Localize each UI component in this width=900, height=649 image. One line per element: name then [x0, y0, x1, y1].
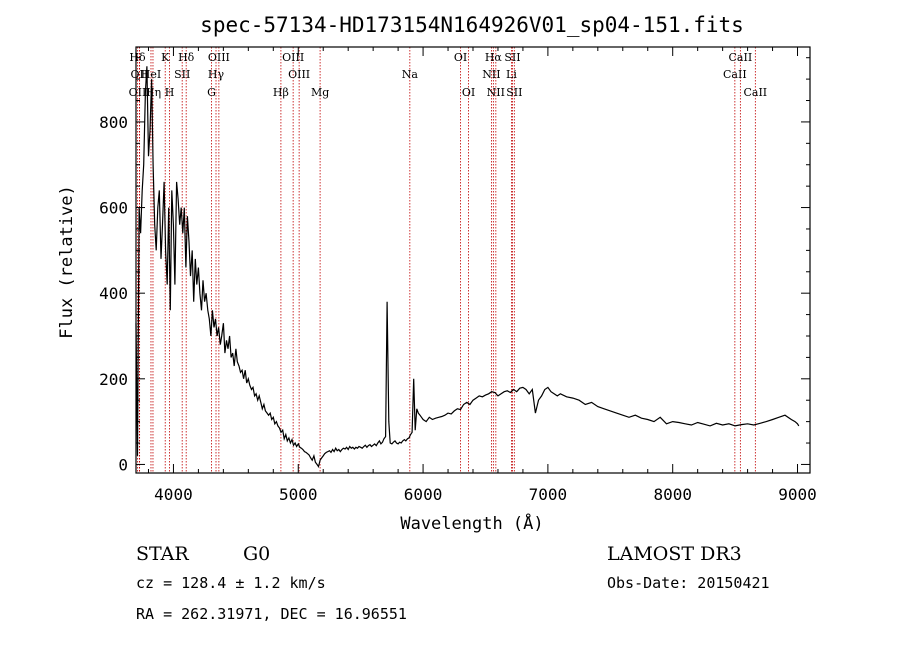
spectral-line-label: OI [462, 86, 475, 99]
survey-name: LAMOST DR3 [607, 543, 742, 565]
coordinates: RA = 262.31971, DEC = 16.96551 [136, 605, 407, 623]
x-tick-label: 9000 [778, 485, 817, 504]
spectral-line-label: Hδ [178, 51, 195, 64]
spectral-line-label: OIII [208, 51, 230, 64]
spectral-line-label: OI [454, 51, 467, 64]
x-tick-label: 6000 [404, 485, 443, 504]
spectral-line-label: Hβ [273, 86, 289, 99]
y-axis-ticks: 0 200 400 600 800 [99, 57, 810, 474]
spectral-line-label: OII [131, 68, 149, 81]
spectral-line-label: Hα [485, 51, 503, 64]
spectral-line-label: Hη [145, 86, 161, 99]
spectral-line-label: CaII [723, 68, 747, 81]
spectral-line-markers [137, 47, 756, 473]
spectral-line-label: OIII [282, 51, 304, 64]
x-axis-ticks: 4000 5000 6000 7000 8000 9000 [147, 47, 817, 504]
y-tick-label: 0 [118, 455, 128, 474]
spectral-line-label: G [207, 86, 216, 99]
chart-title: spec-57134-HD173154N164926V01_sp04-151.f… [200, 13, 744, 37]
y-axis-title: Flux (relative) [57, 185, 77, 339]
object-class: STAR [136, 543, 189, 565]
x-tick-label: 7000 [529, 485, 568, 504]
spectral-line-label: H [165, 86, 175, 99]
spectral-line-label: OIII [288, 68, 310, 81]
spectral-line-label: Na [402, 68, 419, 81]
x-axis-title: Wavelength (Å) [400, 512, 543, 534]
observation-date: Obs-Date: 20150421 [607, 574, 770, 592]
spectral-line-label: K [161, 51, 170, 64]
spectral-line-label: Mg [311, 86, 329, 99]
spectral-line-label: CaII [729, 51, 753, 64]
spectral-line-label: SII [174, 68, 190, 81]
x-tick-label: 8000 [653, 485, 692, 504]
spectrum-line [135, 66, 800, 469]
spectral-line-label: NII [482, 68, 500, 81]
x-tick-label: 4000 [154, 485, 193, 504]
spectral-line-label: SII [504, 51, 520, 64]
y-tick-label: 600 [99, 199, 128, 218]
redshift-value: cz = 128.4 ± 1.2 km/s [136, 574, 326, 592]
y-tick-label: 800 [99, 113, 128, 132]
y-tick-label: 400 [99, 284, 128, 303]
spectral-line-label: NII [487, 86, 505, 99]
spectral-line-label: Li [506, 68, 517, 81]
x-tick-label: 5000 [279, 485, 318, 504]
y-tick-label: 200 [99, 370, 128, 389]
spectral-line-label: SII [506, 86, 522, 99]
plot-frame [135, 46, 811, 474]
spectral-line-label: Hγ [208, 68, 225, 81]
spectral-line-label: HeI [141, 68, 161, 81]
spectral-line-label: CaII [743, 86, 767, 99]
object-subclass: G0 [243, 543, 270, 565]
